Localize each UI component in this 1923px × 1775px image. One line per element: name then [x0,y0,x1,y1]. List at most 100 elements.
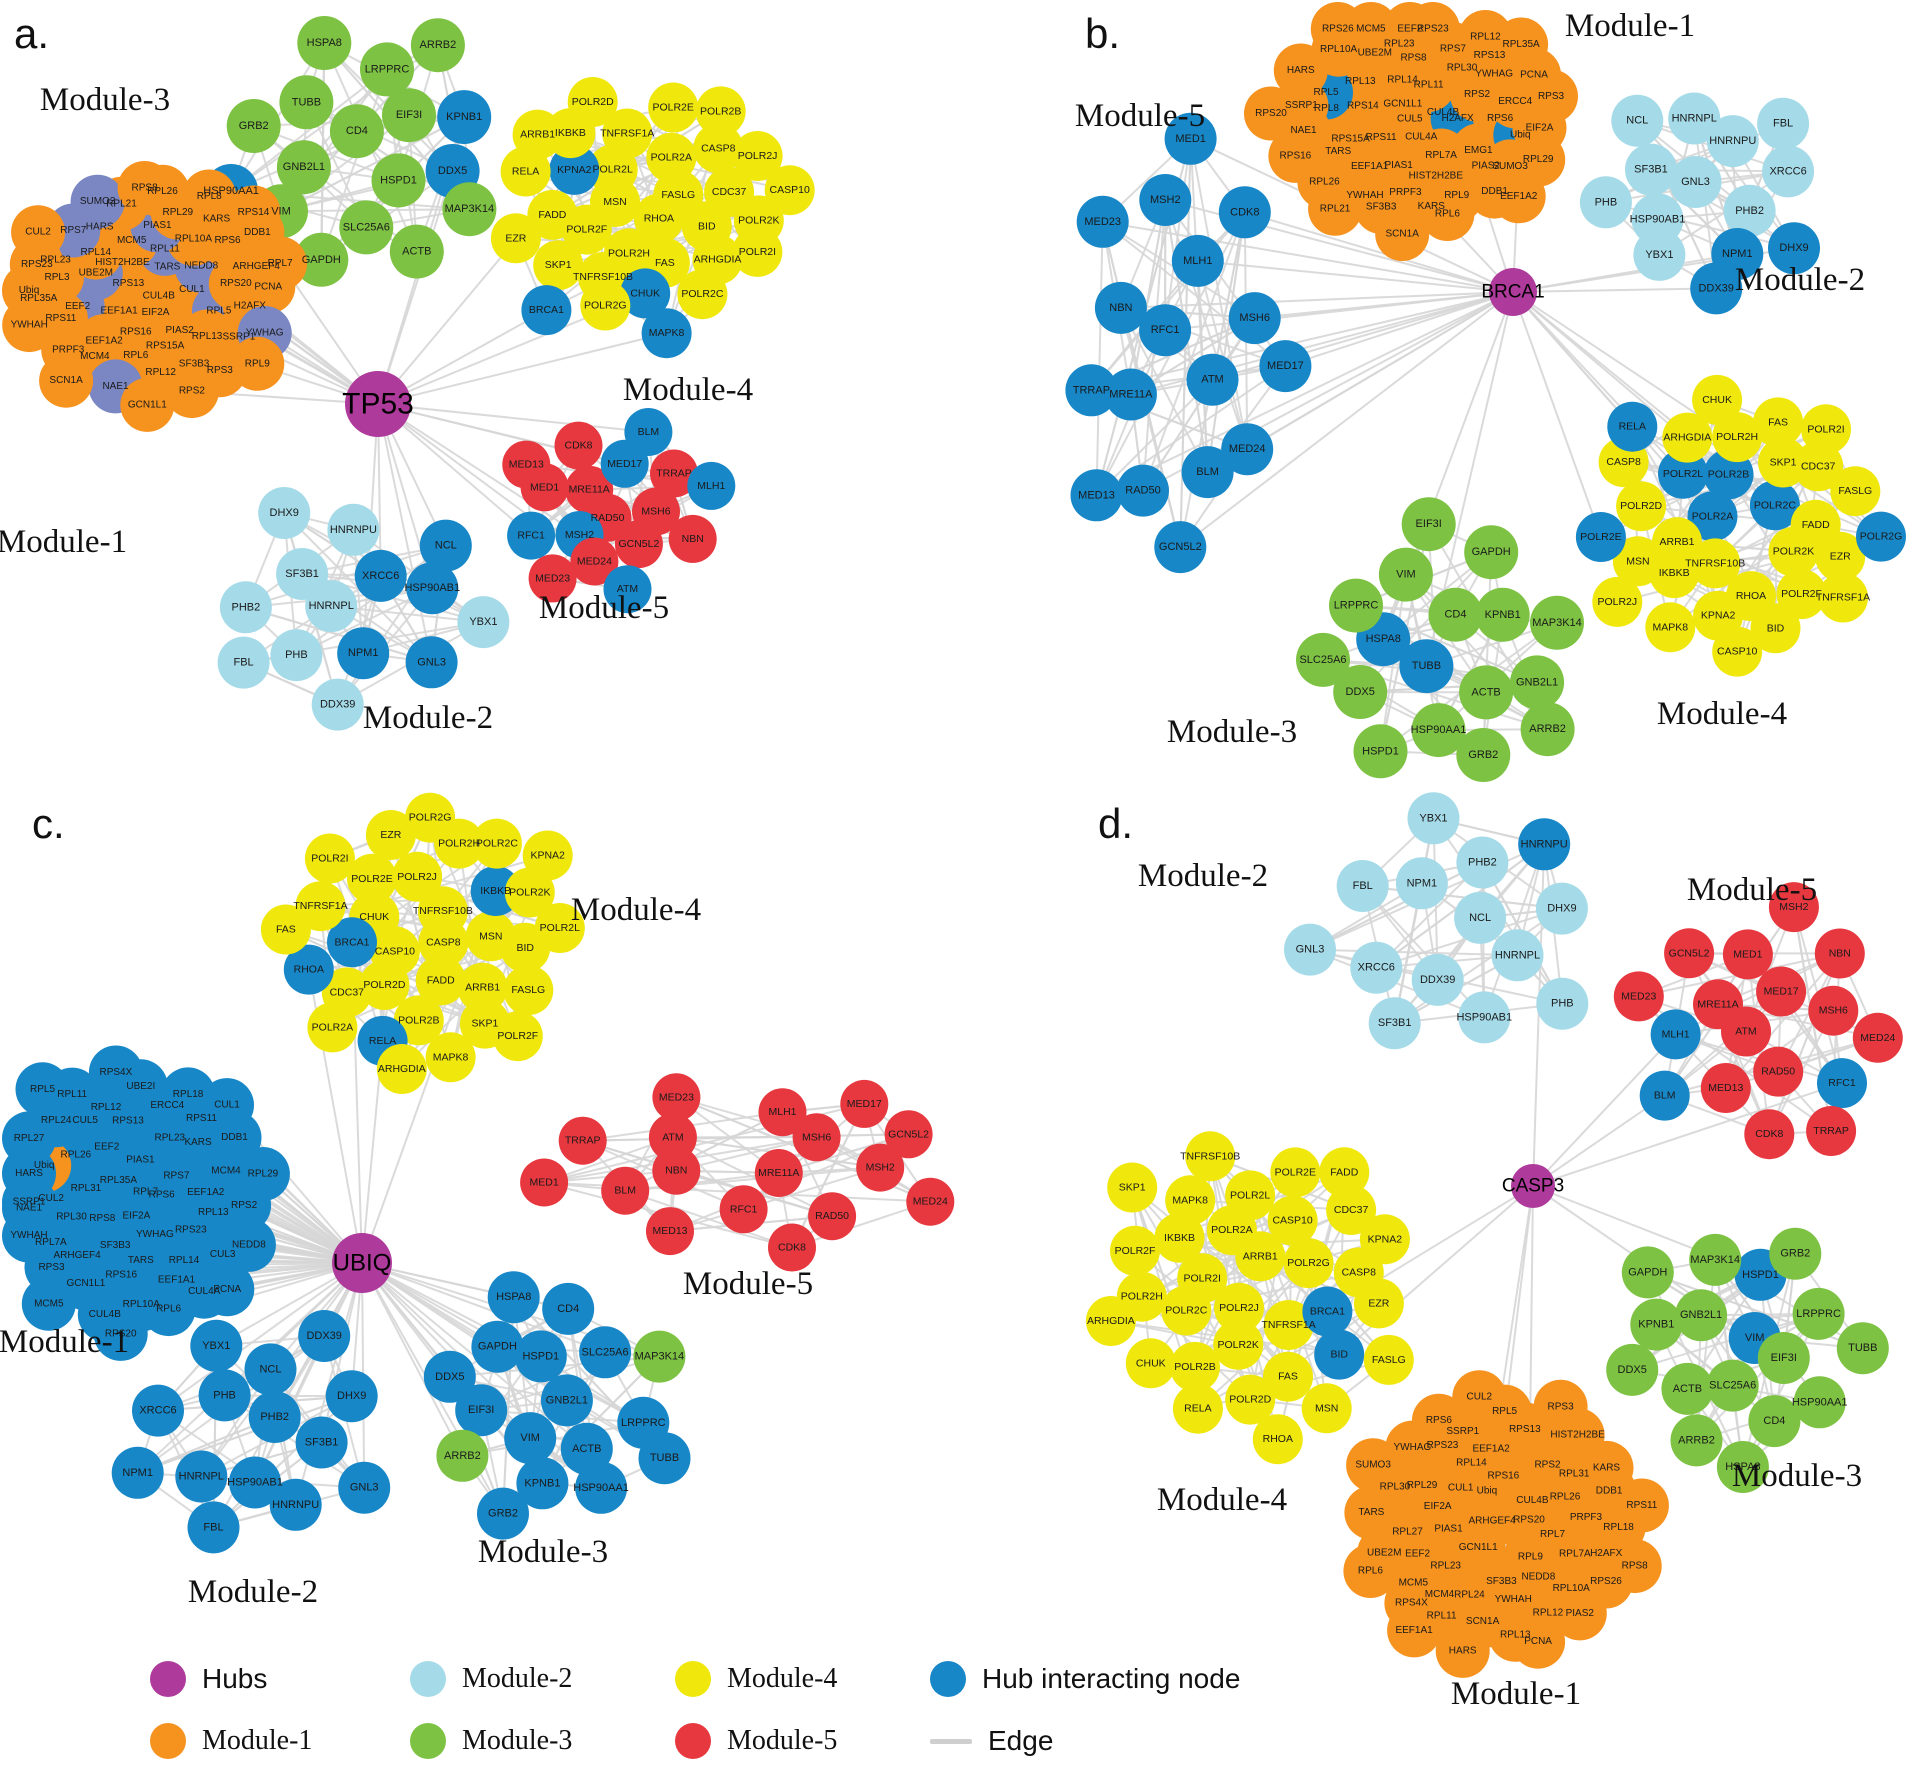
edge [1512,291,1634,428]
gene-node-EZR [365,810,416,860]
module-label: Module-2 [188,1574,318,1610]
gene-node-CDK8 [1744,1109,1795,1160]
gene-node-label: ARRB2 [420,39,457,51]
gene-node-label: MSH2 [565,529,594,541]
gene-node-label: HSPA8 [496,1291,531,1303]
gene-node-SUMO3 [70,174,125,229]
module-label: Module-3 [40,82,170,118]
gene-node-label: HNRNPU [330,524,377,536]
gene-node-label: BID [516,942,534,954]
gene-node-label: CHUK [630,287,660,299]
gene-node-label: MED23 [1621,990,1656,1002]
gene-node-PHB [198,1369,251,1422]
gene-node-MAPK8 [425,1032,476,1083]
gene-node-label: POLR2A [312,1021,353,1033]
gene-node-label: POLR2J [1219,1302,1259,1314]
gene-node-CDK8 [554,421,603,470]
gene-node-label: MAPK8 [1172,1194,1208,1206]
gene-node-label: MED24 [1860,1032,1895,1044]
gene-node-label: YBX1 [1419,812,1447,824]
gene-node-label: BRCA1 [334,936,369,948]
gene-node-GRB2 [1769,1227,1822,1280]
gene-node-label: POLR2I [311,853,348,865]
gene-node-BLM [1639,1070,1690,1121]
gene-node-label: CUL4B [1427,107,1460,118]
gene-node-label: Ubiq [19,285,40,296]
gene-node-label: EZR [380,829,401,841]
gene-node-label: ACTB [572,1443,601,1455]
gene-node-label: RPL11 [1427,1610,1457,1621]
gene-node-PHB [1536,977,1589,1030]
gene-node-SKP1 [1107,1162,1158,1213]
gene-node-label: MCM5 [1356,24,1386,35]
gene-node-MAP3K14 [633,1330,686,1383]
gene-node-label: HSPD1 [1362,745,1399,757]
edge [1091,291,1514,392]
gene-node-RPS3 [1533,1379,1588,1434]
gene-node-RFC1 [719,1185,768,1234]
gene-node-MED17 [1756,966,1807,1017]
gene-node-POLR2J [1592,576,1643,627]
gene-node-label: RPL12 [1533,1608,1564,1619]
gene-node-TUBB [279,75,334,130]
gene-node-label: POLR2G [1287,1257,1330,1269]
gene-node-label: CDK8 [778,1242,806,1254]
gene-node-label: POLR2K [1217,1339,1258,1351]
gene-node-label: YWHAG [1394,1442,1432,1453]
gene-node-label: HIST2H2BE [1550,1430,1605,1441]
edge [1244,211,1514,293]
gene-node-label: KARS [1418,201,1446,212]
gene-node-label: TRRAP [1813,1125,1849,1137]
gene-node-label: RPL7A [35,1237,67,1248]
gene-node-label: RPL27 [14,1133,45,1144]
module-label: Module-3 [478,1534,608,1570]
gene-node-GAPDH [471,1320,524,1373]
edge [1179,291,1514,548]
gene-node-label: CD4 [557,1303,579,1315]
gene-node-label: MSN [1315,1402,1338,1414]
gene-node-HSPD1 [1353,724,1408,779]
gene-node-label: ATM [617,583,638,595]
gene-node-MLH1 [1650,1009,1701,1060]
edge [1120,307,1209,473]
gene-node-label: ARRB1 [1659,536,1694,548]
gene-node-label: TARS [154,262,180,273]
gene-node-label: POLR2E [1275,1166,1316,1178]
gene-node-DDX39 [311,678,364,731]
gene-node-label: RPL10A [123,1299,161,1310]
gene-node-HSPA8 [1716,1441,1769,1493]
gene-node-GRB2 [1456,728,1511,782]
gene-node-label: GCN1L1 [1459,1542,1498,1553]
edge [1532,1094,1666,1187]
gene-node-POLR2G [1856,511,1906,562]
gene-node-GCN5L2 [1664,928,1715,979]
gene-node-POLR2I [732,226,783,277]
gene-node-label: HSP90AB1 [227,1477,283,1489]
gene-node-GNL3 [338,1461,391,1514]
gene-node-ARHGDIA [1085,1296,1136,1346]
gene-node-DDX5 [423,1350,476,1403]
gene-node-label: POLR2C [1165,1305,1207,1317]
gene-node-label: GCN5L2 [888,1128,929,1140]
gene-node-label: FAS [276,924,296,936]
gene-node-label: RPS20 [1513,1514,1545,1525]
gene-node-FBL [1336,860,1389,912]
gene-node-GNB2L1 [1510,655,1565,710]
gene-node-POLR2I [304,833,355,884]
gene-node-label: MED17 [847,1098,882,1110]
gene-node-MED23 [528,554,577,603]
edge [1246,291,1514,451]
gene-node-label: EIF3I [1771,1352,1797,1364]
edge [377,403,532,537]
gene-node-label: RPS7 [60,225,87,236]
gene-node-label: NAE1 [16,1203,43,1214]
gene-node-label: PCNA [213,1284,241,1295]
gene-node-POLR2J [392,851,443,902]
gene-node-YBX1 [1407,792,1460,845]
gene-node-label: RELA [369,1035,396,1047]
gene-node-label: MCM4 [80,351,110,362]
gene-node-ARRB2 [1520,702,1575,757]
gene-node-label: FAS [1278,1371,1298,1383]
gene-node-label: GCN5L2 [618,538,659,550]
gene-node-label: PRPF3 [1389,187,1422,198]
